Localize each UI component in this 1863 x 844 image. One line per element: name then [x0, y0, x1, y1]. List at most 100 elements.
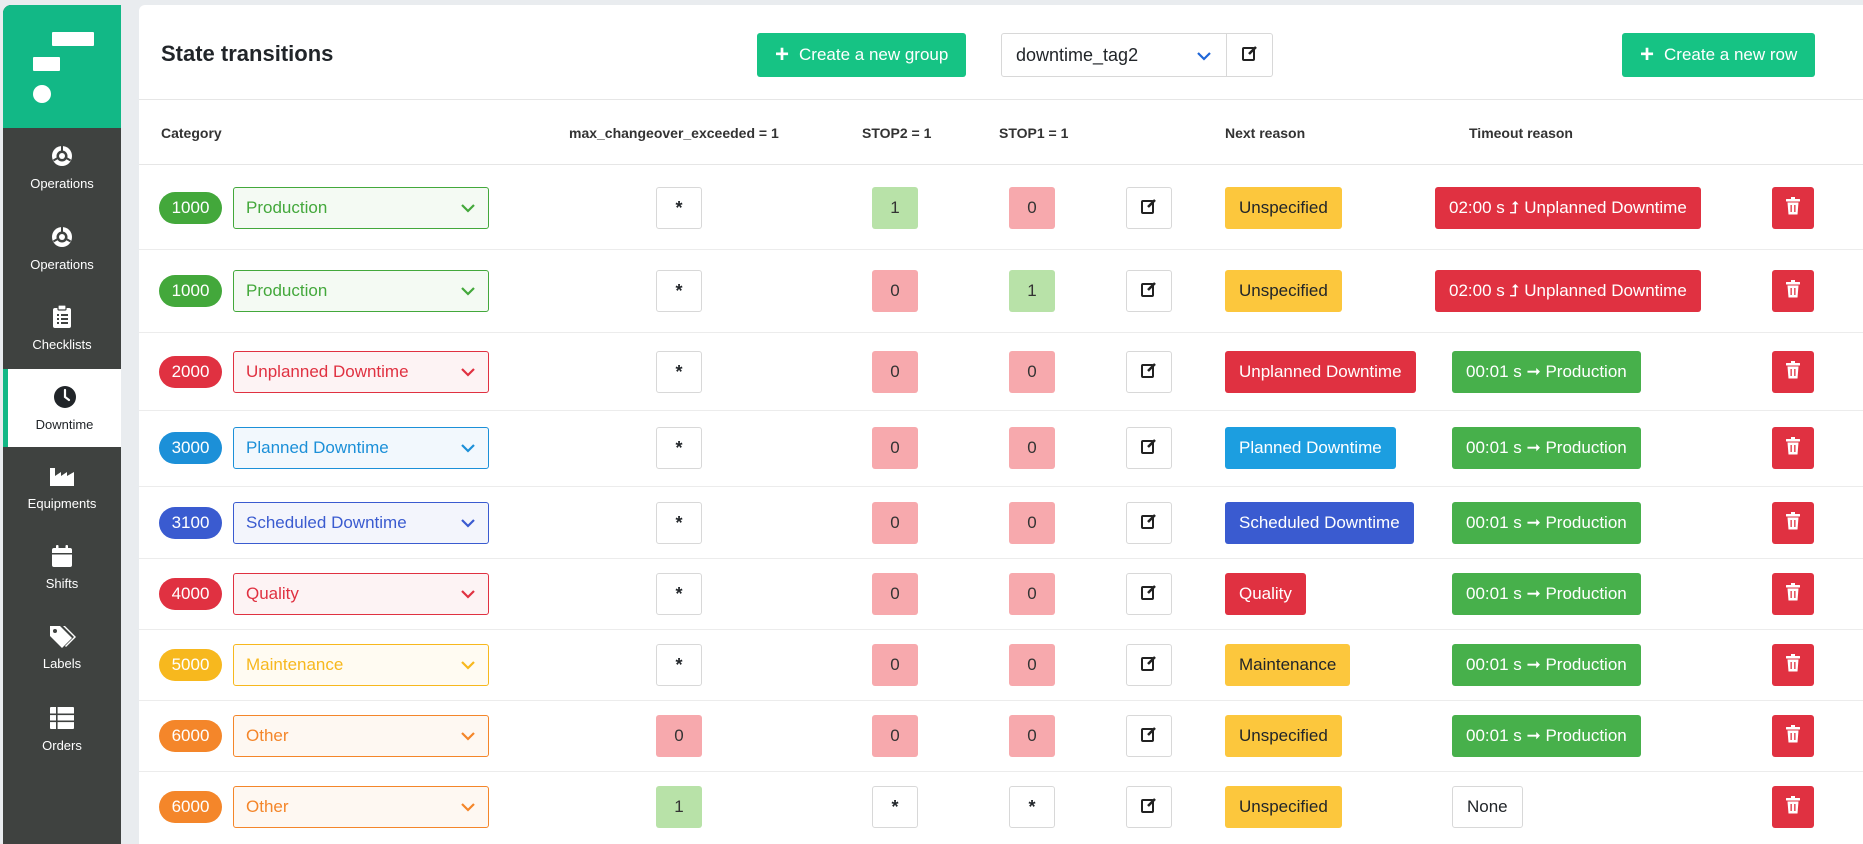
column-header-stop2: STOP2 = 1 [862, 125, 932, 141]
stop1-cell[interactable]: 0 [1009, 644, 1055, 686]
max-changeover-cell[interactable]: 1 [656, 786, 702, 828]
next-reason-chip[interactable]: Scheduled Downtime [1225, 502, 1414, 544]
edit-row-button[interactable] [1126, 644, 1172, 686]
trash-icon [1785, 436, 1801, 460]
edit-tag-button[interactable] [1227, 33, 1273, 77]
timeout-reason-chip[interactable]: 00:01 s ➞ Production [1452, 351, 1641, 393]
timeout-reason-chip[interactable]: 02:00 s ⮥ Unplanned Downtime [1435, 270, 1701, 312]
edit-row-button[interactable] [1126, 786, 1172, 828]
category-select[interactable]: Production [233, 270, 489, 312]
category-select[interactable]: Other [233, 786, 489, 828]
plus-icon: + [775, 41, 790, 68]
delete-row-button[interactable] [1772, 644, 1814, 686]
edit-row-button[interactable] [1126, 270, 1172, 312]
category-select[interactable]: Unplanned Downtime [233, 351, 489, 393]
chevron-down-icon [460, 513, 476, 533]
category-select[interactable]: Planned Downtime [233, 427, 489, 469]
create-row-button[interactable]: + Create a new row [1622, 33, 1816, 77]
stop1-cell[interactable]: 1 [1009, 270, 1055, 312]
next-reason-chip[interactable]: Unspecified [1225, 187, 1342, 229]
edit-row-button[interactable] [1126, 427, 1172, 469]
delete-row-button[interactable] [1772, 270, 1814, 312]
trash-icon [1785, 360, 1801, 384]
stop1-cell[interactable]: 0 [1009, 715, 1055, 757]
category-select[interactable]: Quality [233, 573, 489, 615]
timeout-reason-chip[interactable]: 00:01 s ➞ Production [1452, 715, 1641, 757]
create-group-label: Create a new group [799, 45, 949, 64]
delete-row-button[interactable] [1772, 715, 1814, 757]
edit-icon [1140, 361, 1158, 384]
chevron-down-icon [460, 797, 476, 817]
create-group-button[interactable]: + Create a new group [757, 33, 967, 77]
stop1-cell[interactable]: 0 [1009, 427, 1055, 469]
edit-row-button[interactable] [1126, 715, 1172, 757]
stop1-cell[interactable]: 0 [1009, 502, 1055, 544]
stop2-cell[interactable]: 1 [872, 187, 918, 229]
sidebar-item-labels[interactable]: Labels [3, 608, 121, 686]
timeout-reason-chip[interactable]: 00:01 s ➞ Production [1452, 573, 1641, 615]
max-changeover-cell[interactable]: * [656, 573, 702, 615]
stop1-cell[interactable]: 0 [1009, 573, 1055, 615]
operations-icon [48, 142, 76, 170]
category-select[interactable]: Scheduled Downtime [233, 502, 489, 544]
sidebar-item-downtime[interactable]: Downtime [3, 369, 121, 447]
sidebar-item-shifts[interactable]: Shifts [3, 528, 121, 606]
stop2-cell[interactable]: * [872, 786, 918, 828]
sidebar-item-checklists[interactable]: Checklists [3, 289, 121, 367]
sidebar-item-equipments[interactable]: Equipments [3, 448, 121, 526]
max-changeover-cell[interactable]: * [656, 187, 702, 229]
timeout-reason-chip[interactable]: 00:01 s ➞ Production [1452, 502, 1641, 544]
delete-row-button[interactable] [1772, 351, 1814, 393]
category-select[interactable]: Maintenance [233, 644, 489, 686]
logo-icon[interactable] [3, 5, 121, 128]
edit-row-button[interactable] [1126, 502, 1172, 544]
next-reason-chip[interactable]: Unspecified [1225, 270, 1342, 312]
stop1-cell[interactable]: 0 [1009, 187, 1055, 229]
max-changeover-cell[interactable]: * [656, 270, 702, 312]
stop2-cell[interactable]: 0 [872, 270, 918, 312]
category-code-badge: 1000 [159, 192, 222, 224]
max-changeover-cell[interactable]: * [656, 427, 702, 469]
stop2-cell[interactable]: 0 [872, 715, 918, 757]
timeout-reason-chip[interactable]: None [1452, 786, 1523, 828]
delete-row-button[interactable] [1772, 187, 1814, 229]
stop2-cell[interactable]: 0 [872, 351, 918, 393]
edit-row-button[interactable] [1126, 187, 1172, 229]
sidebar-item-orders[interactable]: Orders [3, 690, 121, 768]
max-changeover-cell[interactable]: * [656, 502, 702, 544]
timeout-reason-chip[interactable]: 00:01 s ➞ Production [1452, 644, 1641, 686]
delete-row-button[interactable] [1772, 502, 1814, 544]
edit-icon [1140, 197, 1158, 220]
category-select[interactable]: Production [233, 187, 489, 229]
row-divider [139, 558, 1863, 559]
next-reason-chip[interactable]: Unspecified [1225, 715, 1342, 757]
next-reason-chip[interactable]: Planned Downtime [1225, 427, 1396, 469]
chevron-down-icon [460, 726, 476, 746]
max-changeover-cell[interactable]: 0 [656, 715, 702, 757]
stop2-cell[interactable]: 0 [872, 427, 918, 469]
next-reason-chip[interactable]: Maintenance [1225, 644, 1351, 686]
max-changeover-cell[interactable]: * [656, 644, 702, 686]
stop2-cell[interactable]: 0 [872, 573, 918, 615]
column-header-category: Category [161, 125, 222, 141]
timeout-reason-chip[interactable]: 02:00 s ⮥ Unplanned Downtime [1435, 187, 1701, 229]
timeout-reason-chip[interactable]: 00:01 s ➞ Production [1452, 427, 1641, 469]
max-changeover-cell[interactable]: * [656, 351, 702, 393]
sidebar-item-operations[interactable]: Operations [3, 209, 121, 287]
edit-row-button[interactable] [1126, 573, 1172, 615]
stop1-cell[interactable]: 0 [1009, 351, 1055, 393]
next-reason-chip[interactable]: Quality [1225, 573, 1306, 615]
edit-icon [1140, 583, 1158, 606]
tag-select[interactable]: downtime_tag2 [1001, 33, 1227, 77]
edit-row-button[interactable] [1126, 351, 1172, 393]
delete-row-button[interactable] [1772, 573, 1814, 615]
category-select[interactable]: Other [233, 715, 489, 757]
stop1-cell[interactable]: * [1009, 786, 1055, 828]
delete-row-button[interactable] [1772, 427, 1814, 469]
next-reason-chip[interactable]: Unplanned Downtime [1225, 351, 1416, 393]
delete-row-button[interactable] [1772, 786, 1814, 828]
stop2-cell[interactable]: 0 [872, 644, 918, 686]
sidebar-item-operations[interactable]: Operations [3, 128, 121, 206]
stop2-cell[interactable]: 0 [872, 502, 918, 544]
next-reason-chip[interactable]: Unspecified [1225, 786, 1342, 828]
